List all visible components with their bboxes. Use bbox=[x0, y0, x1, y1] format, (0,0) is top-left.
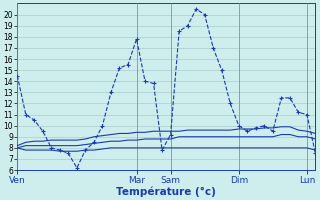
X-axis label: Température (°c): Température (°c) bbox=[116, 186, 216, 197]
